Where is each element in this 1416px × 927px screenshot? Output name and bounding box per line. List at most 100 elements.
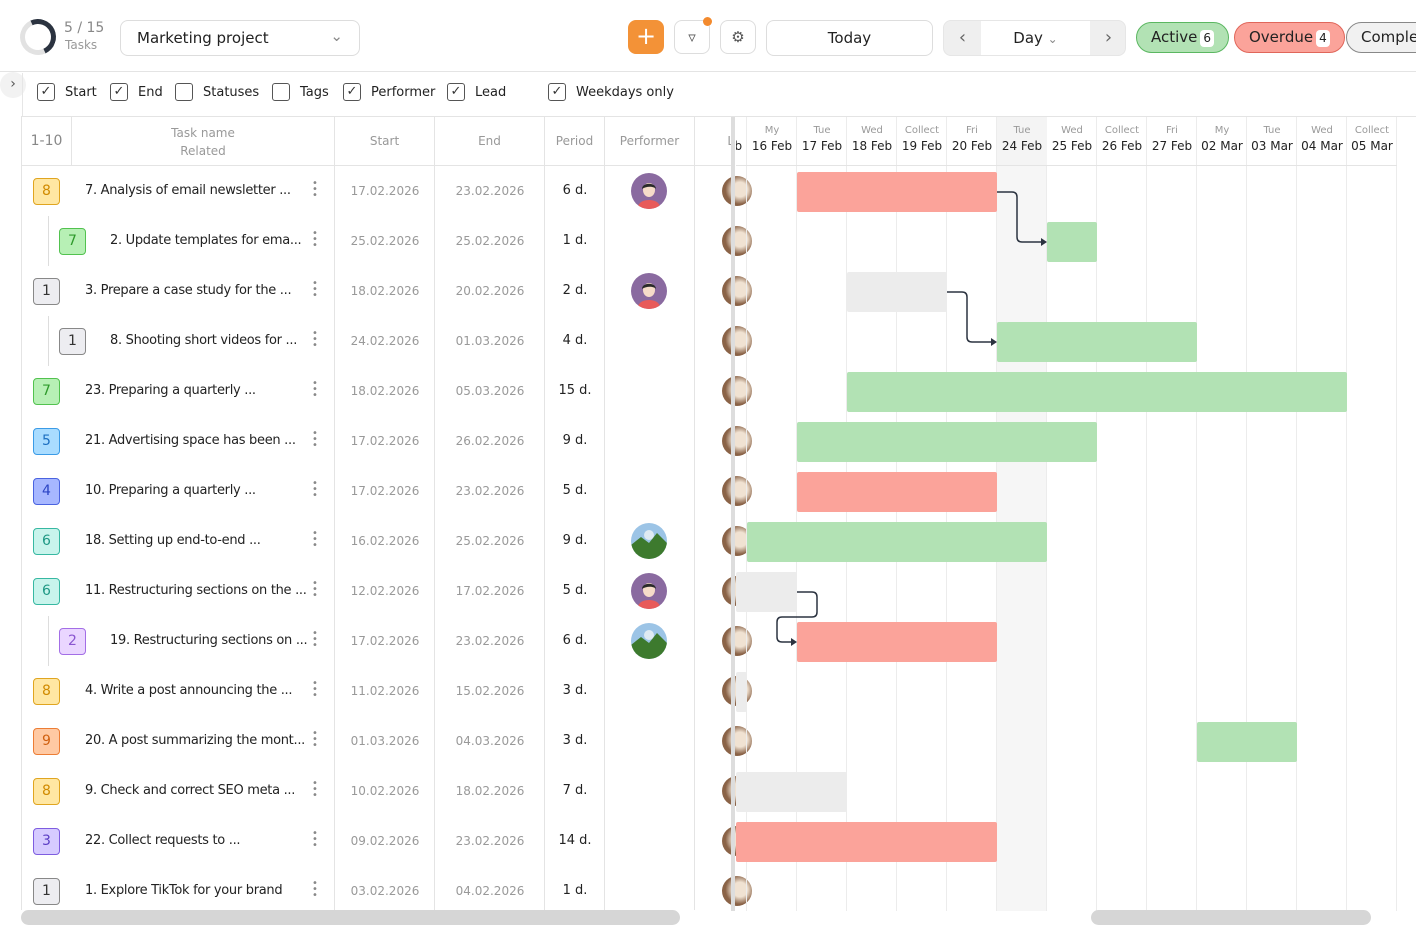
more-menu-icon[interactable]: • • • <box>312 178 318 201</box>
more-menu-icon[interactable]: • • • <box>312 778 318 801</box>
performer-avatar[interactable] <box>631 173 667 209</box>
option-start[interactable]: ✓ Start <box>37 83 97 101</box>
task-bar-active[interactable] <box>1197 722 1297 762</box>
timeline-scrollbar[interactable] <box>1091 910 1371 925</box>
settings-button[interactable]: ⚙ <box>720 20 756 54</box>
task-bar-overdue[interactable] <box>797 472 997 512</box>
more-menu-icon[interactable]: • • • <box>312 828 318 851</box>
table-row[interactable]: 7 2. Update templates for ema... • • • 25.… <box>22 216 752 266</box>
table-row[interactable]: 8 4. Write a post announcing the ... • • •… <box>22 666 752 716</box>
checkbox[interactable] <box>175 83 193 101</box>
performer-header[interactable]: Performer <box>605 117 695 166</box>
task-name[interactable]: 10. Preparing a quarterly ... <box>85 483 256 498</box>
task-bar-overdue[interactable] <box>736 822 997 862</box>
panel-splitter[interactable] <box>731 117 735 911</box>
task-bar-overdue[interactable] <box>797 172 997 212</box>
table-row[interactable]: 1 1. Explore TikTok for your brand • • • 0… <box>22 866 752 916</box>
filter-button[interactable]: ▿ <box>674 20 710 54</box>
option-performer[interactable]: ✓ Performer <box>343 83 435 101</box>
table-row[interactable]: 1 3. Prepare a case study for the ... • •… <box>22 266 752 316</box>
table-row[interactable]: 8 9. Check and correct SEO meta ... • • • … <box>22 766 752 816</box>
more-menu-icon[interactable]: • • • <box>312 328 318 351</box>
more-menu-icon[interactable]: • • • <box>312 228 318 251</box>
task-name[interactable]: 9. Check and correct SEO meta ... <box>85 783 296 798</box>
task-bar-active[interactable] <box>1047 222 1097 262</box>
more-menu-icon[interactable]: • • • <box>312 678 318 701</box>
period-header[interactable]: Period <box>545 117 605 166</box>
performer-avatar[interactable] <box>631 573 667 609</box>
task-name[interactable]: 4. Write a post announcing the ... <box>85 683 293 698</box>
table-row[interactable]: 3 22. Collect requests to ... • • • 09.02.… <box>22 816 752 866</box>
checkbox[interactable]: ✓ <box>343 83 361 101</box>
table-row[interactable]: 9 20. A post summarizing the mont... • • •… <box>22 716 752 766</box>
more-menu-icon[interactable]: • • • <box>312 878 318 901</box>
task-bar-active[interactable] <box>997 322 1197 362</box>
task-name-header[interactable]: Task name Related <box>72 117 335 166</box>
task-name[interactable]: 18. Setting up end-to-end ... <box>85 533 261 548</box>
table-row[interactable]: 1 8. Shooting short videos for ... • • • 2… <box>22 316 752 366</box>
more-menu-icon[interactable]: • • • <box>312 628 318 651</box>
task-name[interactable]: 7. Analysis of email newsletter ... <box>85 183 291 198</box>
task-name[interactable]: 2. Update templates for ema... <box>110 233 302 248</box>
lead-avatar[interactable] <box>722 876 752 906</box>
performer-avatar[interactable] <box>631 273 667 309</box>
add-task-button[interactable]: + <box>628 20 664 54</box>
prev-button[interactable]: ‹ <box>944 21 981 55</box>
task-name[interactable]: 21. Advertising space has been ... <box>85 433 296 448</box>
next-button[interactable]: › <box>1090 21 1127 55</box>
end-header[interactable]: End <box>435 117 545 166</box>
more-menu-icon[interactable]: • • • <box>312 428 318 451</box>
lead-avatar[interactable] <box>722 726 752 756</box>
checkbox[interactable]: ✓ <box>548 83 566 101</box>
checkbox[interactable]: ✓ <box>447 83 465 101</box>
table-scrollbar[interactable] <box>21 910 680 925</box>
more-menu-icon[interactable]: • • • <box>312 578 318 601</box>
checkbox[interactable] <box>272 83 290 101</box>
option-end[interactable]: ✓ End <box>110 83 163 101</box>
performer-avatar[interactable] <box>631 523 667 559</box>
scale-select[interactable]: Day ⌄ <box>981 21 1090 55</box>
more-menu-icon[interactable]: • • • <box>312 728 318 751</box>
task-bar-pending[interactable] <box>736 672 747 712</box>
more-menu-icon[interactable]: • • • <box>312 278 318 301</box>
option-statuses[interactable]: Statuses <box>175 83 259 101</box>
filter-pill-active[interactable]: Active 6 <box>1136 22 1230 53</box>
task-bar-active[interactable] <box>847 372 1347 412</box>
filter-pill-overdue[interactable]: Overdue 4 <box>1234 22 1345 53</box>
task-name[interactable]: 20. A post summarizing the mont... <box>85 733 305 748</box>
table-row[interactable]: 6 18. Setting up end-to-end ... • • • 16.0… <box>22 516 752 566</box>
task-name[interactable]: 22. Collect requests to ... <box>85 833 241 848</box>
task-name[interactable]: 1. Explore TikTok for your brand <box>85 883 283 898</box>
lead-avatar[interactable] <box>722 376 752 406</box>
option-lead[interactable]: ✓ Lead <box>447 83 506 101</box>
task-bar-overdue[interactable] <box>797 622 997 662</box>
table-row[interactable]: 2 19. Restructuring sections on ... • • • … <box>22 616 752 666</box>
task-name[interactable]: 3. Prepare a case study for the ... <box>85 283 292 298</box>
lead-avatar[interactable] <box>722 176 752 206</box>
start-header[interactable]: Start <box>335 117 435 166</box>
task-bar-active[interactable] <box>797 422 1097 462</box>
project-select[interactable]: Marketing project ⌄ <box>120 20 360 56</box>
lead-avatar[interactable] <box>722 276 752 306</box>
table-row[interactable]: 7 23. Preparing a quarterly ... • • • 18.0… <box>22 366 752 416</box>
task-name[interactable]: 11. Restructuring sections on the ... <box>85 583 307 598</box>
lead-avatar[interactable] <box>722 226 752 256</box>
sidebar-toggle[interactable]: › <box>0 72 26 98</box>
table-row[interactable]: 5 21. Advertising space has been ... • • •… <box>22 416 752 466</box>
lead-avatar[interactable] <box>722 326 752 356</box>
lead-avatar[interactable] <box>722 626 752 656</box>
lead-header[interactable]: L <box>695 117 734 166</box>
lead-avatar[interactable] <box>722 426 752 456</box>
today-button[interactable]: Today <box>766 20 933 56</box>
task-name[interactable]: 19. Restructuring sections on ... <box>110 633 308 648</box>
task-bar-pending[interactable] <box>847 272 947 312</box>
task-name[interactable]: 8. Shooting short videos for ... <box>110 333 298 348</box>
checkbox[interactable]: ✓ <box>37 83 55 101</box>
task-bar-pending[interactable] <box>736 772 847 812</box>
more-menu-icon[interactable]: • • • <box>312 478 318 501</box>
lead-avatar[interactable] <box>722 476 752 506</box>
performer-avatar[interactable] <box>631 623 667 659</box>
filter-pill-comple[interactable]: Comple <box>1346 22 1416 53</box>
task-bar-active[interactable] <box>747 522 1047 562</box>
more-menu-icon[interactable]: • • • <box>312 378 318 401</box>
